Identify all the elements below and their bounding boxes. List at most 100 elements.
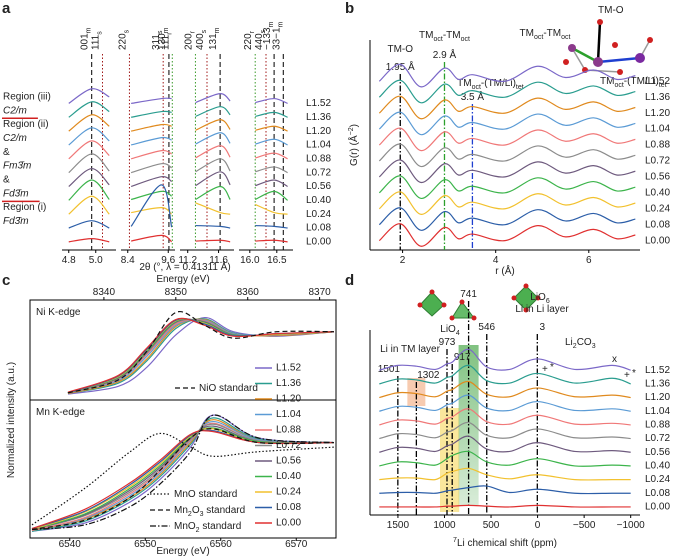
pdf-curve [378, 63, 636, 88]
peak-label: 400s [195, 29, 208, 50]
x-tick-label: 16.0 [240, 255, 260, 266]
standard-curve [31, 414, 335, 531]
pdf-curve [378, 223, 636, 247]
series-label: L0.88 [306, 153, 331, 164]
panel-label: d [345, 272, 354, 289]
phase-label: Region (iii) [3, 91, 51, 102]
pdf-curve [378, 191, 636, 215]
spectrum [255, 152, 288, 160]
structure-label-part: oct [561, 34, 570, 41]
series-label: L0.72 [645, 433, 670, 444]
spectrum [68, 140, 110, 160]
spectrum [195, 202, 231, 215]
x-axis-label: Energy (eV) [156, 274, 209, 285]
x-axis-label: r (Å) [495, 264, 514, 277]
spectrum [195, 224, 231, 229]
annotation: Li in Li layer [515, 304, 569, 315]
x-tick-label: 1500 [387, 520, 410, 531]
spectrum [68, 179, 110, 201]
legend-label: L1.04 [276, 409, 301, 420]
legend-label-part: 2 [196, 527, 200, 534]
x-tick-label: 5.0 [89, 255, 103, 266]
x-axis-label: Energy (eV) [156, 546, 209, 557]
series-label: L0.00 [645, 502, 670, 513]
spectrum [255, 97, 288, 104]
series-label: L1.52 [645, 76, 670, 87]
x-tick-label: −1000 [617, 520, 646, 531]
nmr-curve [379, 504, 631, 508]
reference-name: TMoct-(TM/Li)tet [457, 78, 524, 91]
series-label: L0.00 [645, 235, 670, 246]
y-axis-label: Normalized intensity (a.u.) [6, 362, 17, 478]
annotation-part: Li in Li layer [515, 304, 569, 315]
edge-label: Mn K-edge [36, 407, 85, 418]
legend-label: L0.72 [276, 440, 301, 451]
peak-label-part: r [189, 30, 196, 33]
reference-value: 3 [540, 322, 546, 333]
reference-name-part: TM [419, 30, 433, 41]
peak-label-part: 001 [80, 33, 91, 50]
series-label: L1.20 [306, 126, 331, 137]
peak-label-part: m [163, 27, 170, 33]
spectrum [68, 195, 110, 215]
structure-label-part: -(TM/Li) [624, 76, 659, 87]
peak-label-part: s [201, 29, 208, 33]
legend-label: L0.40 [276, 471, 301, 482]
annotation-part: 3 [592, 343, 596, 350]
legend-label-part: MnO standard [174, 489, 237, 500]
legend-label: L1.52 [276, 363, 301, 374]
peak-label: 311s [151, 30, 164, 50]
peak-label: 33−1m [271, 21, 284, 50]
annotation: + [624, 370, 630, 381]
legend-label: MnO standard [174, 489, 237, 500]
x-axis-label-text: Li chemical shift (ppm) [457, 538, 557, 549]
series-label: L1.36 [306, 112, 331, 123]
annotation: x [612, 354, 617, 365]
peak-label-part: s [97, 31, 104, 35]
series-label: L0.40 [306, 195, 331, 206]
spectrum [195, 119, 231, 131]
x-tick-label: 9.6 [161, 255, 175, 266]
series-label: L1.52 [645, 365, 670, 376]
spectrum [255, 138, 288, 146]
x-tick-label: 11.2 [178, 255, 197, 266]
annotation-part: Li [565, 337, 573, 348]
nmr-curve [379, 364, 631, 385]
phase-label: & [3, 174, 10, 185]
peak-label-part: −133 [262, 27, 273, 50]
spectrum [255, 224, 288, 229]
phase-label: C2/m [3, 105, 27, 116]
xanes-curve [31, 427, 335, 531]
spectrum [68, 88, 110, 104]
peak-label-part: 220 [243, 33, 254, 50]
structure-label: TMoct-(TM/Li)tet [600, 76, 667, 89]
annotation-part: 2 [573, 343, 577, 350]
annotation-part: + [624, 370, 630, 381]
spectrum [195, 171, 231, 187]
reference-value: 973 [439, 337, 456, 348]
peak-label-part: m [268, 21, 275, 27]
legend-label: L0.00 [276, 518, 301, 529]
annotation: * [550, 362, 554, 373]
peak-label: 131m [208, 27, 221, 50]
peak-label: 111r [160, 32, 173, 50]
series-label: L1.36 [645, 379, 670, 390]
series-label: L0.08 [645, 488, 670, 499]
standard-curve [31, 432, 335, 526]
legend-label: L0.88 [276, 425, 301, 436]
peak-label-part: s [157, 30, 164, 34]
x-tick-label: 8.4 [121, 255, 135, 266]
spectrum [195, 93, 231, 104]
annotation: + [542, 364, 548, 375]
series-label: L1.04 [645, 406, 670, 417]
peak-label-part: 131 [208, 33, 219, 50]
x-tick-label: 16.5 [267, 255, 287, 266]
structure-label-part: oct [614, 82, 623, 89]
spectrum [195, 106, 231, 118]
annotation-part: * [550, 362, 554, 373]
spectrum [68, 167, 110, 187]
x-tick-label: 8350 [165, 287, 188, 298]
xanes-curve [31, 430, 335, 530]
structure-label-part: TM [600, 76, 614, 87]
annotation-part: CO [577, 337, 592, 348]
